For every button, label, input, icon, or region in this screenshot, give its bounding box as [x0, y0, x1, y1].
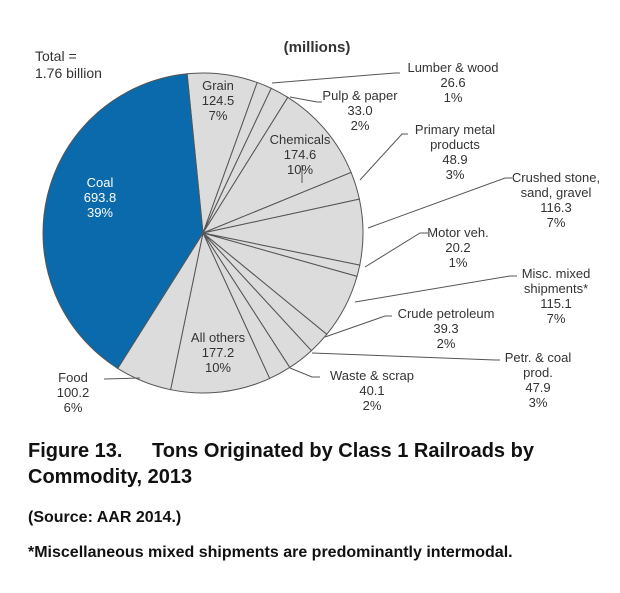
slice-label: Crude petroleum 39.3 2%	[398, 306, 495, 351]
total-label: Total = 1.76 billion	[35, 48, 102, 82]
slice-value: 33.0	[347, 103, 373, 118]
slice-label: Lumber & wood 26.6 1%	[407, 60, 498, 105]
chart-title: (millions)	[283, 39, 351, 56]
leader-line-motor-veh	[364, 232, 428, 268]
pie-chart	[42, 72, 517, 394]
slice-name: Pulp & paper	[322, 88, 398, 103]
slice-value: 177.2	[201, 345, 235, 360]
slice-label: Waste & scrap 40.1 2%	[330, 368, 414, 413]
leader-lines	[103, 72, 517, 380]
slice-value: 124.5	[201, 93, 235, 108]
slice-name: prod.	[523, 365, 553, 380]
slice-value: 47.9	[525, 380, 551, 395]
slice-label: Misc. mixed shipments* 115.1 7%	[522, 266, 591, 326]
slice-name: All others	[190, 330, 246, 345]
slice-name: shipments*	[523, 281, 589, 296]
slice-name: Grain	[202, 78, 234, 93]
slice-label: Coal 693.8 39%	[84, 175, 117, 220]
slice-label: Crushed stone, sand, gravel 116.3 7%	[512, 170, 600, 230]
slice-label: All others 177.2 10%	[191, 330, 245, 375]
slice-percent: 3%	[528, 395, 548, 410]
slice-label: Grain 124.5 7%	[202, 78, 235, 123]
slice-name: Motor veh.	[427, 225, 489, 240]
figure-source: (Source: AAR 2014.)	[28, 509, 182, 526]
slice-percent: 39%	[86, 205, 114, 220]
figure-title-line-1: Tons Originated by Class 1 Railroads by	[152, 440, 534, 462]
leader-line-primary-metal	[359, 133, 408, 181]
slice-name: Coal	[86, 175, 114, 190]
slice-name: Crushed stone,	[511, 170, 601, 185]
total-line-2: 1.76 billion	[35, 65, 102, 81]
slice-name: Misc. mixed	[521, 266, 591, 281]
slice-value: 20.2	[445, 240, 471, 255]
slice-value: 26.6	[440, 75, 466, 90]
slice-percent: 10%	[286, 162, 314, 177]
slice-label: Chemicals 174.6 10%	[270, 132, 331, 177]
leader-line-waste	[289, 367, 320, 378]
slice-percent: 7%	[546, 311, 566, 326]
slice-label: Petr. & coal prod. 47.9 3%	[505, 350, 571, 410]
leader-line-crushed-stone	[367, 177, 512, 229]
leader-line-misc	[354, 275, 517, 303]
slice-label: Motor veh. 20.2 1%	[427, 225, 488, 270]
slice-value: 48.9	[442, 152, 468, 167]
slice-name: Chemicals	[269, 132, 331, 147]
slice-percent: 10%	[204, 360, 232, 375]
slice-percent: 7%	[546, 215, 566, 230]
slice-value: 115.1	[540, 296, 572, 311]
leader-line-crude	[324, 315, 392, 338]
pie-slice-all-others	[170, 231, 271, 394]
slice-name: sand, gravel	[520, 185, 592, 200]
slice-name: Petr. & coal	[504, 350, 572, 365]
slice-percent: 2%	[350, 118, 370, 133]
slice-percent: 6%	[63, 400, 83, 415]
slice-name: Lumber & wood	[407, 60, 499, 75]
slice-name: Food	[58, 370, 88, 385]
slice-name: Crude petroleum	[397, 306, 495, 321]
figure-number: Figure 13.	[28, 440, 123, 462]
slice-percent: 1%	[443, 90, 463, 105]
total-line-1: Total =	[35, 48, 77, 64]
figure-title-line-2: Commodity, 2013	[28, 466, 193, 488]
slice-label: Primary metal products 48.9 3%	[415, 122, 495, 182]
slice-value: 693.8	[83, 190, 117, 205]
figure-footnote: *Miscellaneous mixed shipments are predo…	[28, 544, 513, 561]
slice-percent: 3%	[445, 167, 465, 182]
slice-name: products	[430, 137, 480, 152]
leader-line-pulp	[289, 96, 322, 103]
slice-name: Primary metal	[414, 122, 496, 137]
pie-slice-chemicals	[201, 96, 352, 235]
slice-value: 40.1	[359, 383, 385, 398]
slice-value: 174.6	[283, 147, 317, 162]
slice-percent: 7%	[208, 108, 228, 123]
leader-line-petr	[311, 352, 500, 361]
slice-value: 100.2	[56, 385, 90, 400]
leader-line-lumber	[271, 72, 400, 84]
slice-name: Waste & scrap	[329, 368, 415, 383]
slice-percent: 2%	[362, 398, 382, 413]
slice-label: Pulp & paper 33.0 2%	[322, 88, 397, 133]
slice-value: 39.3	[433, 321, 459, 336]
slice-label: Food 100.2 6%	[57, 370, 90, 415]
leader-line-food	[103, 377, 141, 380]
slice-value: 116.3	[540, 200, 572, 215]
slice-percent: 1%	[448, 255, 468, 270]
slice-percent: 2%	[436, 336, 456, 351]
pie-slice-coal	[42, 73, 204, 370]
